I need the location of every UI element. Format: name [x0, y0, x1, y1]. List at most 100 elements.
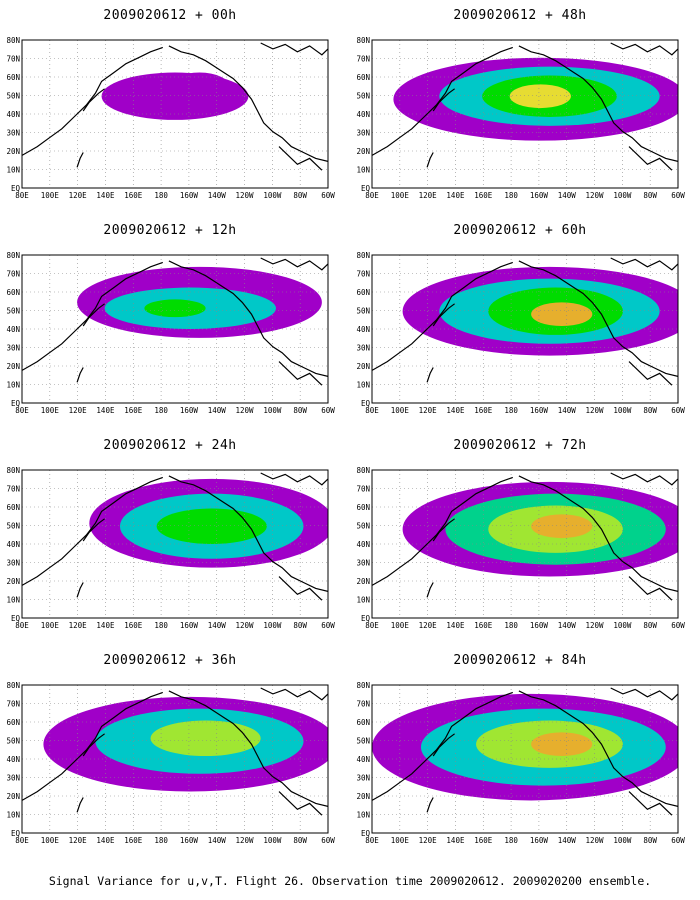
latitude-tick-label: 10N [6, 381, 20, 390]
coastline [432, 303, 455, 327]
longitude-tick-label: 140E [96, 836, 115, 845]
longitude-tick-label: 60W [671, 406, 685, 415]
latitude-tick-label: 70N [6, 55, 20, 64]
longitude-tick-label: 160E [124, 406, 143, 415]
longitude-tick-label: 140E [446, 406, 465, 415]
latitude-tick-label: 50N [356, 92, 370, 101]
longitude-tick-label: 100E [41, 621, 60, 630]
coastline [426, 797, 434, 813]
longitude-tick-label: 80W [293, 406, 307, 415]
coastline [22, 476, 164, 586]
coastline [628, 791, 673, 816]
map-panel: 2009020612 + 72h 80N 70N 60N 50N 40N 30N 20N 10N… [350, 430, 690, 635]
coastline [260, 42, 328, 56]
coastline [628, 146, 673, 171]
longitude-tick-label: 80E [365, 406, 379, 415]
latitude-tick-label: 30N [6, 344, 20, 353]
longitude-tick-label: 60W [321, 836, 335, 845]
coastline [278, 576, 323, 601]
longitude-tick-label: 100E [391, 406, 410, 415]
variance-contour [168, 72, 231, 103]
longitude-tick-label: 60W [321, 191, 335, 200]
longitude-tick-label: 100W [263, 621, 282, 630]
longitude-tick-label: 160W [530, 836, 549, 845]
latitude-tick-label: 10N [356, 596, 370, 605]
coastline [22, 691, 164, 801]
latitude-tick-label: 20N [6, 792, 20, 801]
latitude-tick-label: 40N [6, 325, 20, 334]
coastline [168, 260, 328, 377]
latitude-tick-label: 70N [6, 700, 20, 709]
coastline [610, 257, 678, 271]
latitude-tick-label: 60N [356, 288, 370, 297]
longitude-tick-label: 120E [69, 406, 88, 415]
latitude-tick-label: 40N [356, 110, 370, 119]
map-frame [21, 254, 329, 404]
coastline [372, 46, 514, 156]
latitude-tick-label: 50N [6, 92, 20, 101]
variance-contour [509, 84, 571, 109]
panel-title: 2009020612 + 00h [103, 8, 237, 23]
latitude-tick-label: 50N [356, 522, 370, 531]
latitude-tick-label: 60N [6, 288, 20, 297]
latitude-tick-label: 40N [6, 110, 20, 119]
longitude-tick-label: 80E [365, 836, 379, 845]
longitude-tick-label: 120W [586, 191, 605, 200]
longitude-tick-label: 80E [365, 621, 379, 630]
map-frame [21, 39, 329, 189]
panel-title: 2009020612 + 60h [453, 223, 587, 238]
latitude-tick-label: 80N [6, 251, 20, 260]
map-panel: 2009020612 + 36h 80N 70N 60N 50N 40N 30N 20N 10N… [0, 645, 340, 850]
longitude-tick-label: 80E [15, 406, 29, 415]
longitude-tick-label: 60W [321, 406, 335, 415]
map-panel: 2009020612 + 48h 80N 70N 60N 50N 40N 30N 20N 10N… [350, 0, 690, 205]
latitude-tick-label: 20N [6, 577, 20, 586]
coastline [260, 687, 328, 701]
latitude-tick-label: 60N [356, 503, 370, 512]
latitude-tick-label: 50N [6, 522, 20, 531]
longitude-tick-label: 160E [474, 621, 493, 630]
latitude-tick-label: 20N [356, 577, 370, 586]
coastline [76, 582, 84, 598]
longitude-tick-label: 80W [293, 836, 307, 845]
longitude-tick-label: 100W [613, 836, 632, 845]
longitude-tick-label: 120W [586, 836, 605, 845]
latitude-tick-label: 30N [356, 559, 370, 568]
coastline [372, 691, 514, 801]
latitude-tick-label: EQ [361, 829, 371, 838]
longitude-tick-label: 140W [558, 406, 577, 415]
latitude-tick-label: 10N [6, 596, 20, 605]
latitude-tick-label: EQ [11, 184, 21, 193]
longitude-tick-label: 120W [586, 406, 605, 415]
longitude-tick-label: 160E [124, 836, 143, 845]
latitude-tick-label: 80N [6, 36, 20, 45]
longitude-tick-label: 80W [293, 191, 307, 200]
longitude-tick-label: 120E [69, 836, 88, 845]
latitude-tick-label: 50N [6, 307, 20, 316]
latitude-tick-label: 40N [356, 540, 370, 549]
coastline [610, 42, 678, 56]
coastline [22, 46, 164, 156]
longitude-tick-label: 100E [391, 836, 410, 845]
longitude-tick-label: 120W [236, 621, 255, 630]
coastline [628, 576, 673, 601]
coastline [278, 791, 323, 816]
variance-contour [156, 508, 267, 544]
longitude-tick-label: 100E [391, 621, 410, 630]
coastline [278, 361, 323, 386]
longitude-tick-label: 120W [236, 836, 255, 845]
coastline [432, 518, 455, 542]
longitude-tick-label: 140E [96, 406, 115, 415]
longitude-tick-label: 180 [504, 406, 518, 415]
longitude-tick-label: 160W [530, 191, 549, 200]
longitude-tick-label: 160E [124, 191, 143, 200]
map-panel: 2009020612 + 00h 80N 70N 60N 50N 40N 30N 20N 10N… [0, 0, 340, 205]
coastline [82, 733, 105, 757]
coastline [628, 361, 673, 386]
longitude-tick-label: 160W [180, 406, 199, 415]
longitude-tick-label: 140E [446, 836, 465, 845]
latitude-tick-label: 30N [6, 559, 20, 568]
